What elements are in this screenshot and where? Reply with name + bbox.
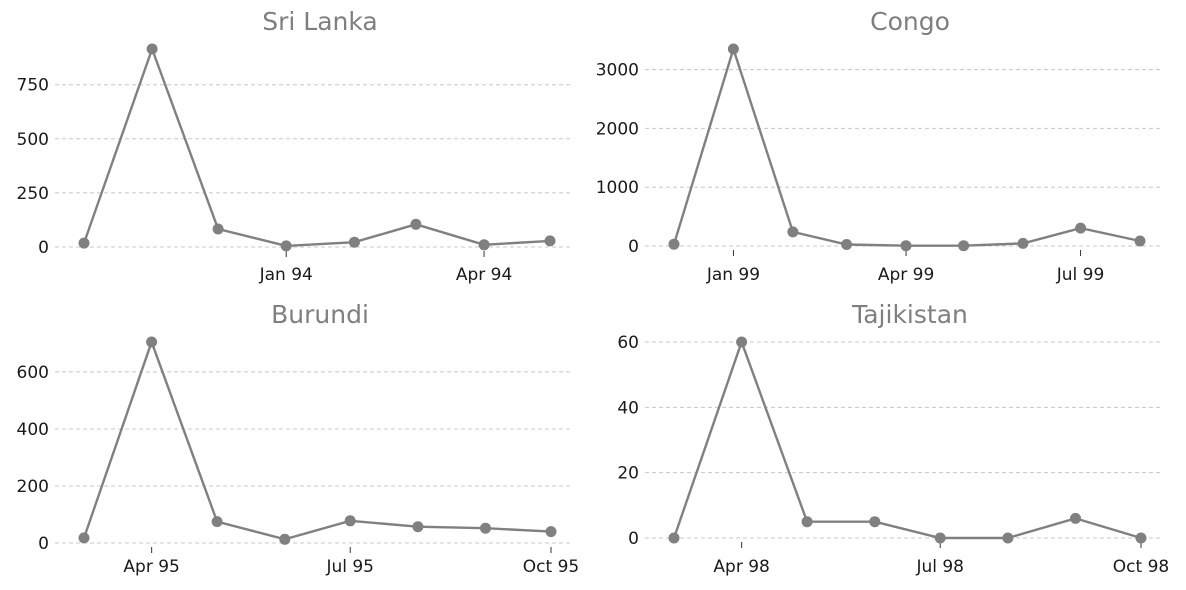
data-point xyxy=(78,532,90,544)
chart-title: Tajikistan xyxy=(851,300,968,329)
y-tick-label: 3000 xyxy=(596,61,639,81)
x-tick-label: Oct 95 xyxy=(523,557,579,577)
y-tick-label: 0 xyxy=(38,534,49,554)
data-point xyxy=(1017,237,1029,249)
data-point xyxy=(544,235,556,247)
data-point xyxy=(480,522,491,534)
data-point xyxy=(1075,222,1087,234)
data-point xyxy=(934,532,946,544)
data-point xyxy=(478,239,490,251)
y-tick-label: 600 xyxy=(17,363,49,383)
x-tick-label: Jul 99 xyxy=(1056,265,1105,285)
x-tick-label: Jul 95 xyxy=(325,557,374,577)
y-tick-label: 20 xyxy=(617,464,639,484)
y-tick-label: 500 xyxy=(17,130,49,150)
x-tick-label: Oct 98 xyxy=(1113,557,1169,577)
data-point xyxy=(348,236,360,248)
data-point xyxy=(212,223,224,235)
data-point xyxy=(1135,532,1147,544)
y-tick-label: 0 xyxy=(628,237,639,257)
y-tick-label: 400 xyxy=(17,420,49,440)
data-point xyxy=(78,237,90,249)
data-point xyxy=(869,516,881,528)
y-tick-label: 40 xyxy=(617,398,639,418)
x-tick-label: Jul 98 xyxy=(915,557,964,577)
x-tick-label: Apr 98 xyxy=(713,557,769,577)
data-point xyxy=(787,226,799,238)
data-point xyxy=(1070,512,1081,524)
data-point xyxy=(412,521,424,533)
chart-title: Sri Lanka xyxy=(262,7,378,36)
y-tick-label: 2000 xyxy=(596,119,639,139)
data-point xyxy=(344,515,356,527)
data-point xyxy=(146,43,158,55)
data-point xyxy=(801,516,813,528)
data-point xyxy=(146,336,158,348)
data-point xyxy=(727,43,739,55)
data-point xyxy=(1002,532,1014,544)
chart-panel: Congo 0 1000 2000 3000 Jan 99 Apr 99 Jul 99 xyxy=(596,7,1163,285)
chart-panel: Burundi 0 200 400 600 Apr 95 Jul 95 Oct 95 xyxy=(17,300,580,577)
x-tick-label: Apr 99 xyxy=(878,265,934,285)
data-point xyxy=(410,218,422,230)
series-line xyxy=(672,45,1141,247)
data-point xyxy=(1134,235,1146,247)
x-tick-label: Jan 99 xyxy=(706,265,760,285)
data-point xyxy=(279,533,291,545)
data-point xyxy=(211,516,223,528)
data-point xyxy=(736,336,748,348)
chart-panel: Tajikistan 0 20 40 60 Apr 98 Jul 98 Oct 98 xyxy=(617,300,1169,577)
y-tick-label: 0 xyxy=(628,529,639,549)
x-tick-label: Apr 95 xyxy=(123,557,179,577)
data-point xyxy=(668,532,680,544)
data-point xyxy=(545,526,557,538)
data-point xyxy=(668,238,680,250)
y-tick-label: 60 xyxy=(617,333,639,353)
y-tick-label: 250 xyxy=(17,184,49,204)
data-point xyxy=(280,240,292,252)
series-line xyxy=(82,45,551,248)
y-tick-label: 750 xyxy=(17,76,49,96)
y-tick-label: 1000 xyxy=(596,178,639,198)
data-point xyxy=(841,239,853,250)
chart-title: Congo xyxy=(870,7,950,36)
x-tick-label: Jan 94 xyxy=(259,265,313,285)
chart-panel: Sri Lanka 0 250 500 750 Jan 94 Apr 94 xyxy=(17,7,573,285)
series-line xyxy=(82,338,552,541)
series-line xyxy=(672,338,1142,540)
data-point xyxy=(900,240,912,252)
y-tick-label: 200 xyxy=(17,477,49,497)
x-tick-label: Apr 94 xyxy=(456,265,512,285)
data-point xyxy=(958,240,970,252)
y-tick-label: 0 xyxy=(38,238,49,258)
chart-title: Burundi xyxy=(271,300,369,329)
